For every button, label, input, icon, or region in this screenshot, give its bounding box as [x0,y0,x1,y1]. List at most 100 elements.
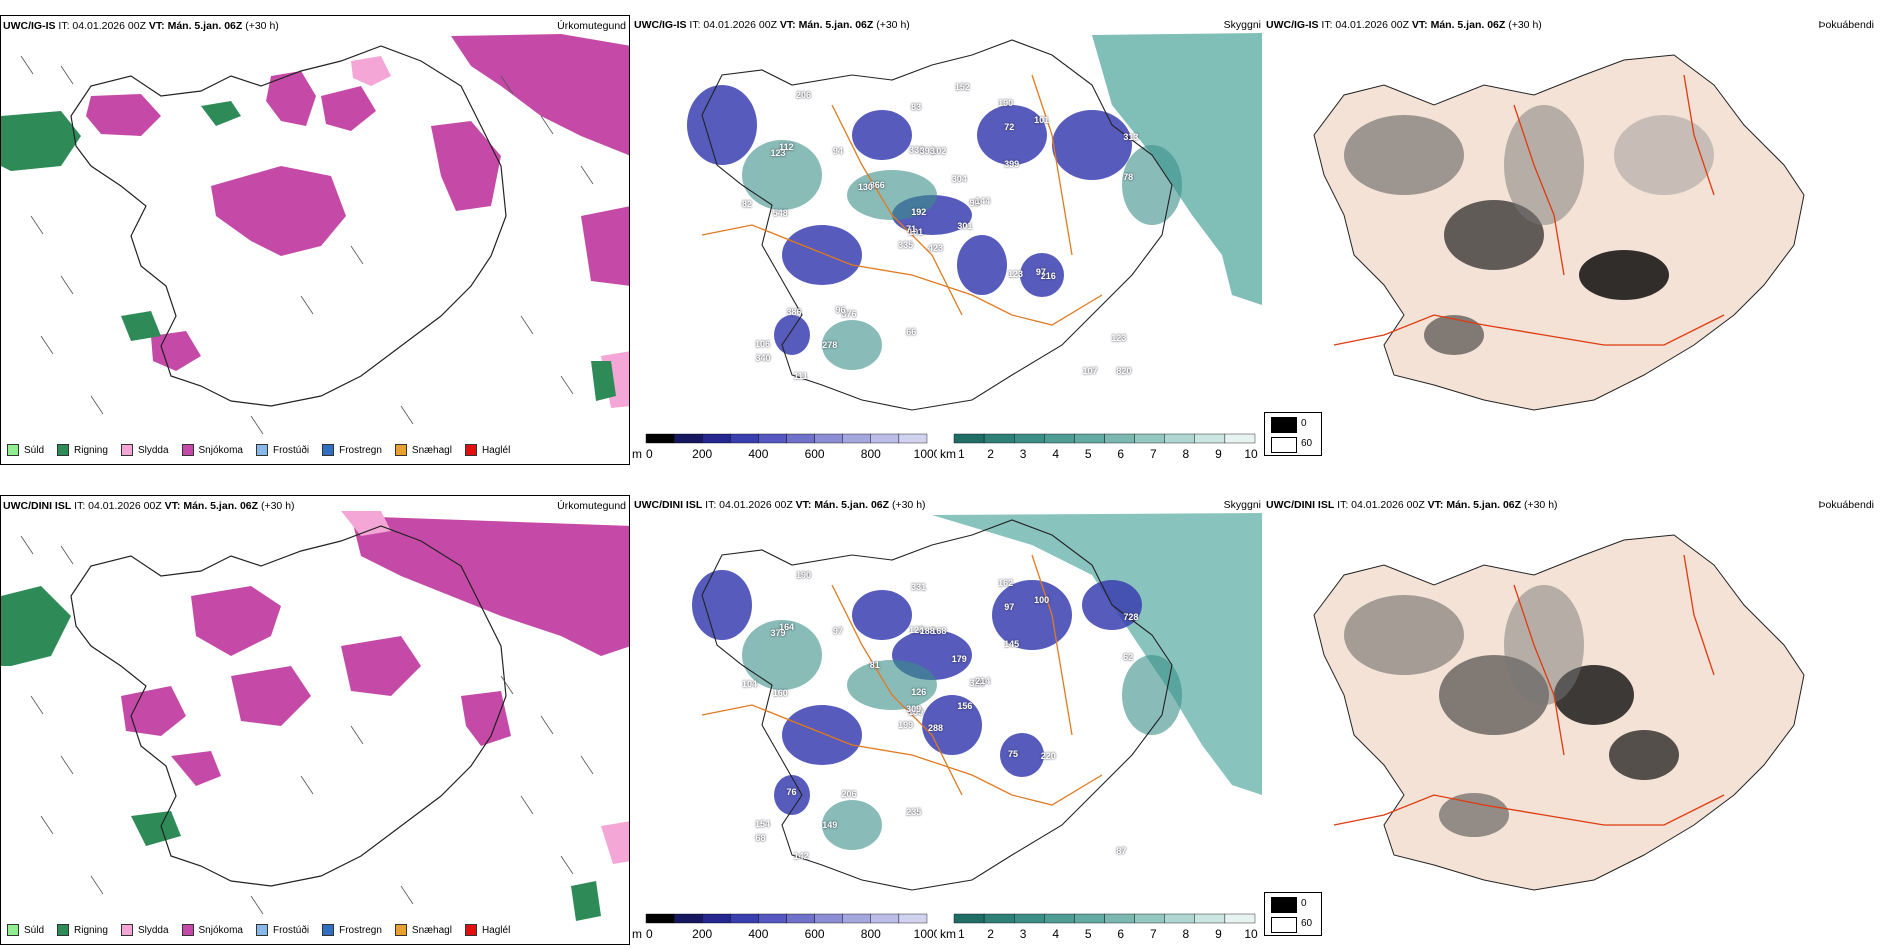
colorbar-segment [1044,433,1075,444]
valid-label: VT: [1411,19,1428,31]
legend-label: Rigning [74,444,108,456]
visibility-value: 66 [906,326,917,337]
valid-time: Mán. 5.jan. 06Z [1446,499,1522,511]
colorbar-segment [1013,433,1045,444]
visibility-value: 304 [951,174,967,185]
visibility-value: 548 [772,208,788,219]
colorbar-segment [730,433,759,444]
fog-key: 0 60 [1264,892,1322,936]
visibility-value: 123 [1007,269,1024,280]
colorbar-tick-label: 600 [805,927,825,941]
panel-header: UWC/IG-IS IT: 04.01.2026 00Z VT: Mán. 5.… [1266,19,1542,31]
visibility-value: 188 [919,625,935,636]
visibility-value: 101 [908,226,924,237]
legend-item: Frostregn [322,924,382,936]
colorbar-segment [758,913,787,924]
visibility-value: 97 [1035,267,1046,278]
visibility-value: 154 [754,818,771,829]
colorbar-segment [1164,913,1195,924]
visibility-value: 168 [931,625,947,636]
colorbar-segment [1044,913,1075,924]
precip-areas [1,34,629,408]
variable-title: Þokuábendi [1818,19,1874,31]
visibility-value: 97 [832,626,843,636]
iceland-outline [701,39,1173,411]
visibility-value: 107 [1082,365,1098,376]
visibility-value: 72 [1004,122,1015,133]
panel-header: UWC/IG-IS IT: 04.01.2026 00Z VT: Mán. 5.… [3,20,279,32]
fog-key-label-0: 0 [1301,898,1307,909]
valid-label: VT: [164,500,181,512]
legend-label: Frostregn [339,444,382,456]
fog-indicator-map [1313,54,1805,411]
iceland-outline [70,45,507,407]
colorbar-tick-label: 1000 [914,447,937,461]
visibility-value: 94 [832,146,843,156]
visibility-value: 309 [906,703,922,714]
legend-swatch [120,924,133,936]
colorbar-segment [1224,433,1256,444]
visibility-colorbar: km 1 2 3 4 5 6 7 8 9 10 [940,433,1258,461]
colorbar-tick-label: 800 [861,927,881,941]
visibility-value: 126 [911,686,927,697]
fog-key-label-60: 60 [1301,918,1313,929]
model-name: UWC/IG-IS [3,20,56,32]
fog-shading [1344,105,1714,355]
visibility-value: 164 [779,622,795,633]
fog-panel-bottom: UWC/DINI ISL IT: 04.01.2026 00Z VT: Mán.… [1264,495,1894,945]
height-colorbar: m0 200 400 600 800 1000 [632,913,937,941]
vis-panel-top: UWC/IG-IS IT: 04.01.2026 00Z VT: Mán. 5.… [632,15,1262,465]
legend-swatch [7,444,19,456]
colorbar-tick-label: 400 [748,447,768,461]
legend-item: Slydda [120,444,169,456]
colorbar-tick-label: 1 [958,927,965,941]
variable-title: Úrkomutegund [557,500,626,512]
visibility-value: 156 [957,701,973,712]
colorbar-tick-label: 400 [748,927,768,941]
ptype-legend: Súld Rigning Slydda Snjókoma Frostúði Frostre… [7,444,510,456]
panel-header: UWC/DINI ISL IT: 04.01.2026 00Z VT: Mán.… [1266,499,1558,511]
colorbar-tick-label: 0 [646,927,653,941]
colorbar-tick-label: 1 [958,447,965,461]
legend-item: Rigning [57,924,108,936]
colorbar-segment [645,433,675,444]
precip-type-map [1,34,629,435]
colorbar-tick-label: 8 [1183,927,1190,941]
legend-label: Frostregn [339,924,382,936]
visibility-teal [742,620,1182,850]
visibility-colorbar: km 1 2 3 4 5 6 7 8 9 10 [940,913,1258,941]
init-time: IT: 04.01.2026 00Z [74,500,162,512]
legend-item: Frostúði [255,444,309,456]
colorbar-segment [673,913,703,924]
visibility-value: 278 [822,340,838,351]
visibility-value: 190 [796,570,812,581]
colorbar-tick-label: 800 [861,447,881,461]
legend-item: Rigning [57,444,108,456]
init-time: IT: 04.01.2026 00Z [1321,19,1409,31]
valid-time: Mán. 5.jan. 06Z [167,20,243,32]
variable-title: Úrkomutegund [557,20,626,32]
variable-title: Skyggni [1223,19,1261,31]
valid-label: VT: [1427,499,1444,511]
visibility-blobs [692,570,1142,815]
valid-time: Mán. 5.jan. 06Z [798,19,874,31]
visibility-value: 179 [951,654,967,665]
colorbar-tick-label: 3 [1020,927,1027,941]
legend-label: Súld [24,444,45,456]
visibility-value: 104 [742,678,758,689]
panel-header: UWC/IG-IS IT: 04.01.2026 00Z VT: Mán. 5.… [634,19,910,31]
colorbar-segment [1194,433,1226,444]
colorbar-segment [842,913,871,924]
height-colorbar: m0 200 400 600 800 1000 [632,433,937,461]
iceland-land [1313,54,1805,411]
visibility-value: 386 [786,306,802,317]
init-time: IT: 04.01.2026 00Z [705,499,793,511]
legend-item: Snjókoma [181,924,243,936]
colorbar-tick-label: 5 [1085,447,1092,461]
visibility-value: 90 [969,198,980,209]
colorbar-tick-label: 6 [1117,927,1124,941]
legend-swatch [120,444,133,456]
ptype-panel-top: UWC/IG-IS IT: 04.01.2026 00Z VT: Mán. 5.… [0,15,630,465]
model-name: UWC/DINI ISL [3,500,72,512]
precip-areas [1,511,629,921]
